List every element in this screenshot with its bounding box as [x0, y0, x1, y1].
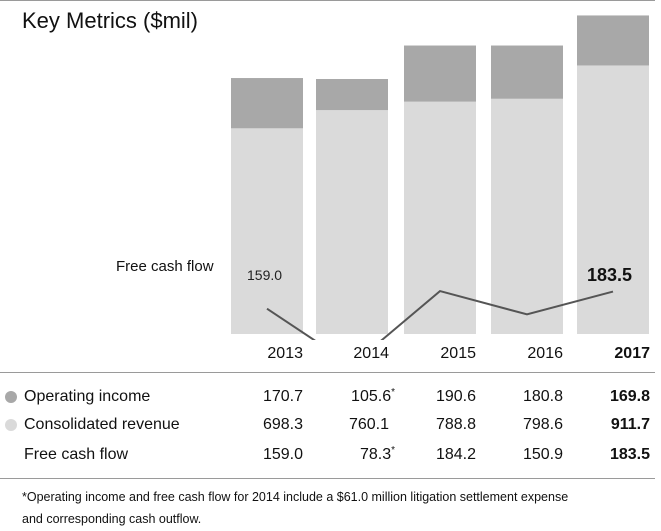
row-label: Operating income	[24, 388, 151, 405]
operating-income-bar-2013	[231, 78, 303, 129]
free-cash-flow-label: Free cash flow	[116, 258, 214, 275]
table-cell: 183.5	[609, 446, 650, 463]
table-cell: 169.8	[609, 388, 650, 405]
operating-income-bar-2017	[577, 15, 649, 66]
table-top-rule	[0, 372, 655, 373]
table-cell: 184.2	[435, 446, 476, 463]
fcf-annotation-2017: 183.5	[587, 265, 632, 285]
year-header-2015: 2015	[440, 345, 476, 362]
table-bottom-rule	[0, 478, 655, 479]
table-cell: 190.6	[435, 388, 476, 405]
footnote-marker: *	[391, 445, 395, 456]
year-header-2014: 2014	[353, 345, 389, 362]
legend-dot-operating	[5, 391, 17, 403]
free-cash-flow-line	[266, 289, 614, 340]
table-cell: 105.6*	[351, 387, 395, 406]
year-header-2017: 2017	[614, 345, 650, 362]
footnote-line-1: *Operating income and free cash flow for…	[22, 490, 569, 504]
legend-dot-revenue	[5, 419, 17, 431]
table-cell: 78.3*	[359, 445, 395, 464]
table-cell: 911.7	[610, 416, 650, 433]
row-label: Free cash flow	[24, 446, 129, 463]
revenue-bar-2017	[577, 65, 649, 335]
chart-title: Key Metrics ($mil)	[22, 8, 199, 33]
key-metrics-chart: Free cash flow 159.0 183.5	[116, 15, 649, 340]
operating-income-bar-2014	[316, 79, 388, 111]
fcf-annotation-2013: 159.0	[247, 267, 282, 283]
top-rule	[0, 0, 655, 1]
table-cell: 170.7	[262, 388, 303, 405]
table-cell: 698.3	[262, 416, 303, 433]
table-cell: 159.0	[262, 446, 303, 463]
table-cell: 798.6	[522, 416, 563, 433]
revenue-bar-2014	[316, 110, 388, 334]
revenue-bar-2013	[231, 128, 303, 334]
row-label: Consolidated revenue	[24, 416, 180, 433]
table-cell: 150.9	[522, 446, 563, 463]
table-cell: 760.1	[348, 416, 389, 433]
table-cell: 788.8	[435, 416, 476, 433]
year-header-2016: 2016	[527, 345, 563, 362]
footnote-marker: *	[391, 387, 395, 398]
revenue-bar-2016	[491, 98, 563, 334]
operating-income-bar-2016	[491, 45, 563, 99]
table-cell: 180.8	[522, 388, 563, 405]
revenue-bar-2015	[404, 101, 476, 335]
footnote-line-2: and corresponding cash outflow.	[22, 512, 202, 526]
year-header-2013: 2013	[267, 345, 303, 362]
operating-income-bar-2015	[404, 45, 476, 102]
